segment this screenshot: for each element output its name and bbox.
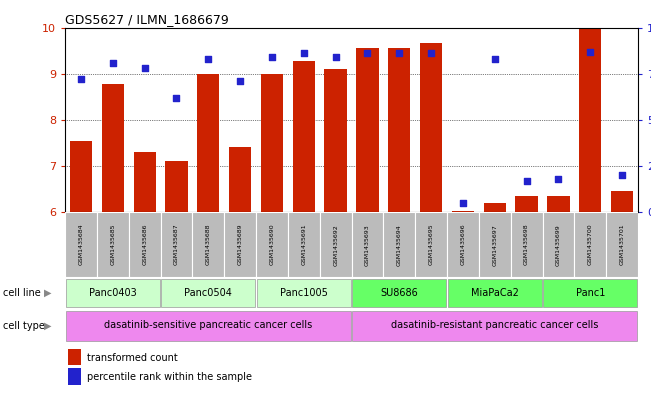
Bar <box>133 152 156 212</box>
Text: GSM1435684: GSM1435684 <box>79 224 83 265</box>
Bar <box>229 147 251 212</box>
Bar <box>510 212 542 277</box>
Bar <box>288 212 320 277</box>
Bar <box>261 74 283 212</box>
Bar <box>293 61 315 212</box>
Bar <box>102 84 124 212</box>
Bar <box>542 212 574 277</box>
Text: GSM1435693: GSM1435693 <box>365 224 370 266</box>
Text: Panc1: Panc1 <box>575 288 605 298</box>
Text: GSM1435695: GSM1435695 <box>428 224 434 265</box>
Point <box>203 56 214 62</box>
Text: GSM1435687: GSM1435687 <box>174 224 179 265</box>
Bar <box>543 279 637 307</box>
Bar <box>129 212 161 277</box>
Bar <box>193 212 224 277</box>
Text: SU8686: SU8686 <box>380 288 418 298</box>
Text: percentile rank within the sample: percentile rank within the sample <box>87 372 252 382</box>
Point <box>490 56 500 62</box>
Text: GSM1435696: GSM1435696 <box>460 224 465 265</box>
Bar <box>66 279 160 307</box>
Point <box>585 48 596 55</box>
Text: transformed count: transformed count <box>87 353 178 362</box>
Bar <box>161 279 255 307</box>
Bar <box>611 191 633 212</box>
Bar <box>70 141 92 212</box>
Text: cell line: cell line <box>3 288 41 298</box>
Text: GSM1435691: GSM1435691 <box>301 224 307 265</box>
Text: GSM1435697: GSM1435697 <box>492 224 497 266</box>
Text: GSM1435701: GSM1435701 <box>620 224 624 265</box>
Text: GDS5627 / ILMN_1686679: GDS5627 / ILMN_1686679 <box>65 13 229 26</box>
Bar <box>579 29 602 212</box>
Bar <box>356 48 379 212</box>
Text: GSM1435689: GSM1435689 <box>238 224 243 265</box>
Bar <box>352 279 447 307</box>
Point <box>394 50 404 57</box>
Text: Panc1005: Panc1005 <box>280 288 327 298</box>
Point <box>617 172 628 178</box>
Text: GSM1435694: GSM1435694 <box>396 224 402 266</box>
Bar <box>165 160 187 212</box>
Bar <box>484 203 506 212</box>
Bar <box>161 212 193 277</box>
Text: dasatinib-sensitive pancreatic cancer cells: dasatinib-sensitive pancreatic cancer ce… <box>104 320 312 330</box>
Bar <box>388 48 410 212</box>
Bar <box>452 211 474 212</box>
Text: ▶: ▶ <box>44 288 51 298</box>
Bar <box>447 212 479 277</box>
Bar <box>324 69 347 212</box>
Text: Panc0504: Panc0504 <box>184 288 232 298</box>
Text: GSM1435688: GSM1435688 <box>206 224 211 265</box>
Text: GSM1435700: GSM1435700 <box>588 224 593 265</box>
Text: GSM1435686: GSM1435686 <box>142 224 147 265</box>
Point <box>362 50 372 57</box>
Bar <box>516 196 538 212</box>
Bar <box>448 279 542 307</box>
Point <box>171 95 182 101</box>
Bar <box>68 368 81 385</box>
Point <box>267 54 277 60</box>
Text: GSM1435699: GSM1435699 <box>556 224 561 266</box>
Bar <box>68 349 81 365</box>
Bar <box>352 311 637 341</box>
Point <box>553 176 564 182</box>
Point <box>139 65 150 71</box>
Bar <box>66 311 351 341</box>
Text: GSM1435692: GSM1435692 <box>333 224 338 266</box>
Bar <box>197 73 219 212</box>
Bar <box>65 212 97 277</box>
Bar <box>606 212 638 277</box>
Bar <box>479 212 510 277</box>
Bar <box>352 212 383 277</box>
Bar <box>224 212 256 277</box>
Text: cell type: cell type <box>3 321 45 331</box>
Text: dasatinib-resistant pancreatic cancer cells: dasatinib-resistant pancreatic cancer ce… <box>391 320 598 330</box>
Point <box>458 200 468 206</box>
Point <box>235 78 245 84</box>
Bar <box>256 212 288 277</box>
Text: ▶: ▶ <box>44 321 51 331</box>
Point <box>521 178 532 184</box>
Text: GSM1435685: GSM1435685 <box>110 224 115 265</box>
Bar <box>415 212 447 277</box>
Point <box>76 76 86 83</box>
Bar <box>320 212 352 277</box>
Bar <box>97 212 129 277</box>
Point <box>107 59 118 66</box>
Bar <box>383 212 415 277</box>
Bar <box>256 279 351 307</box>
Bar <box>547 196 570 212</box>
Bar <box>574 212 606 277</box>
Text: MiaPaCa2: MiaPaCa2 <box>471 288 519 298</box>
Point <box>299 50 309 57</box>
Text: GSM1435698: GSM1435698 <box>524 224 529 265</box>
Text: GSM1435690: GSM1435690 <box>270 224 275 265</box>
Text: Panc0403: Panc0403 <box>89 288 137 298</box>
Bar <box>420 43 442 212</box>
Point <box>426 50 436 57</box>
Point <box>331 54 341 60</box>
